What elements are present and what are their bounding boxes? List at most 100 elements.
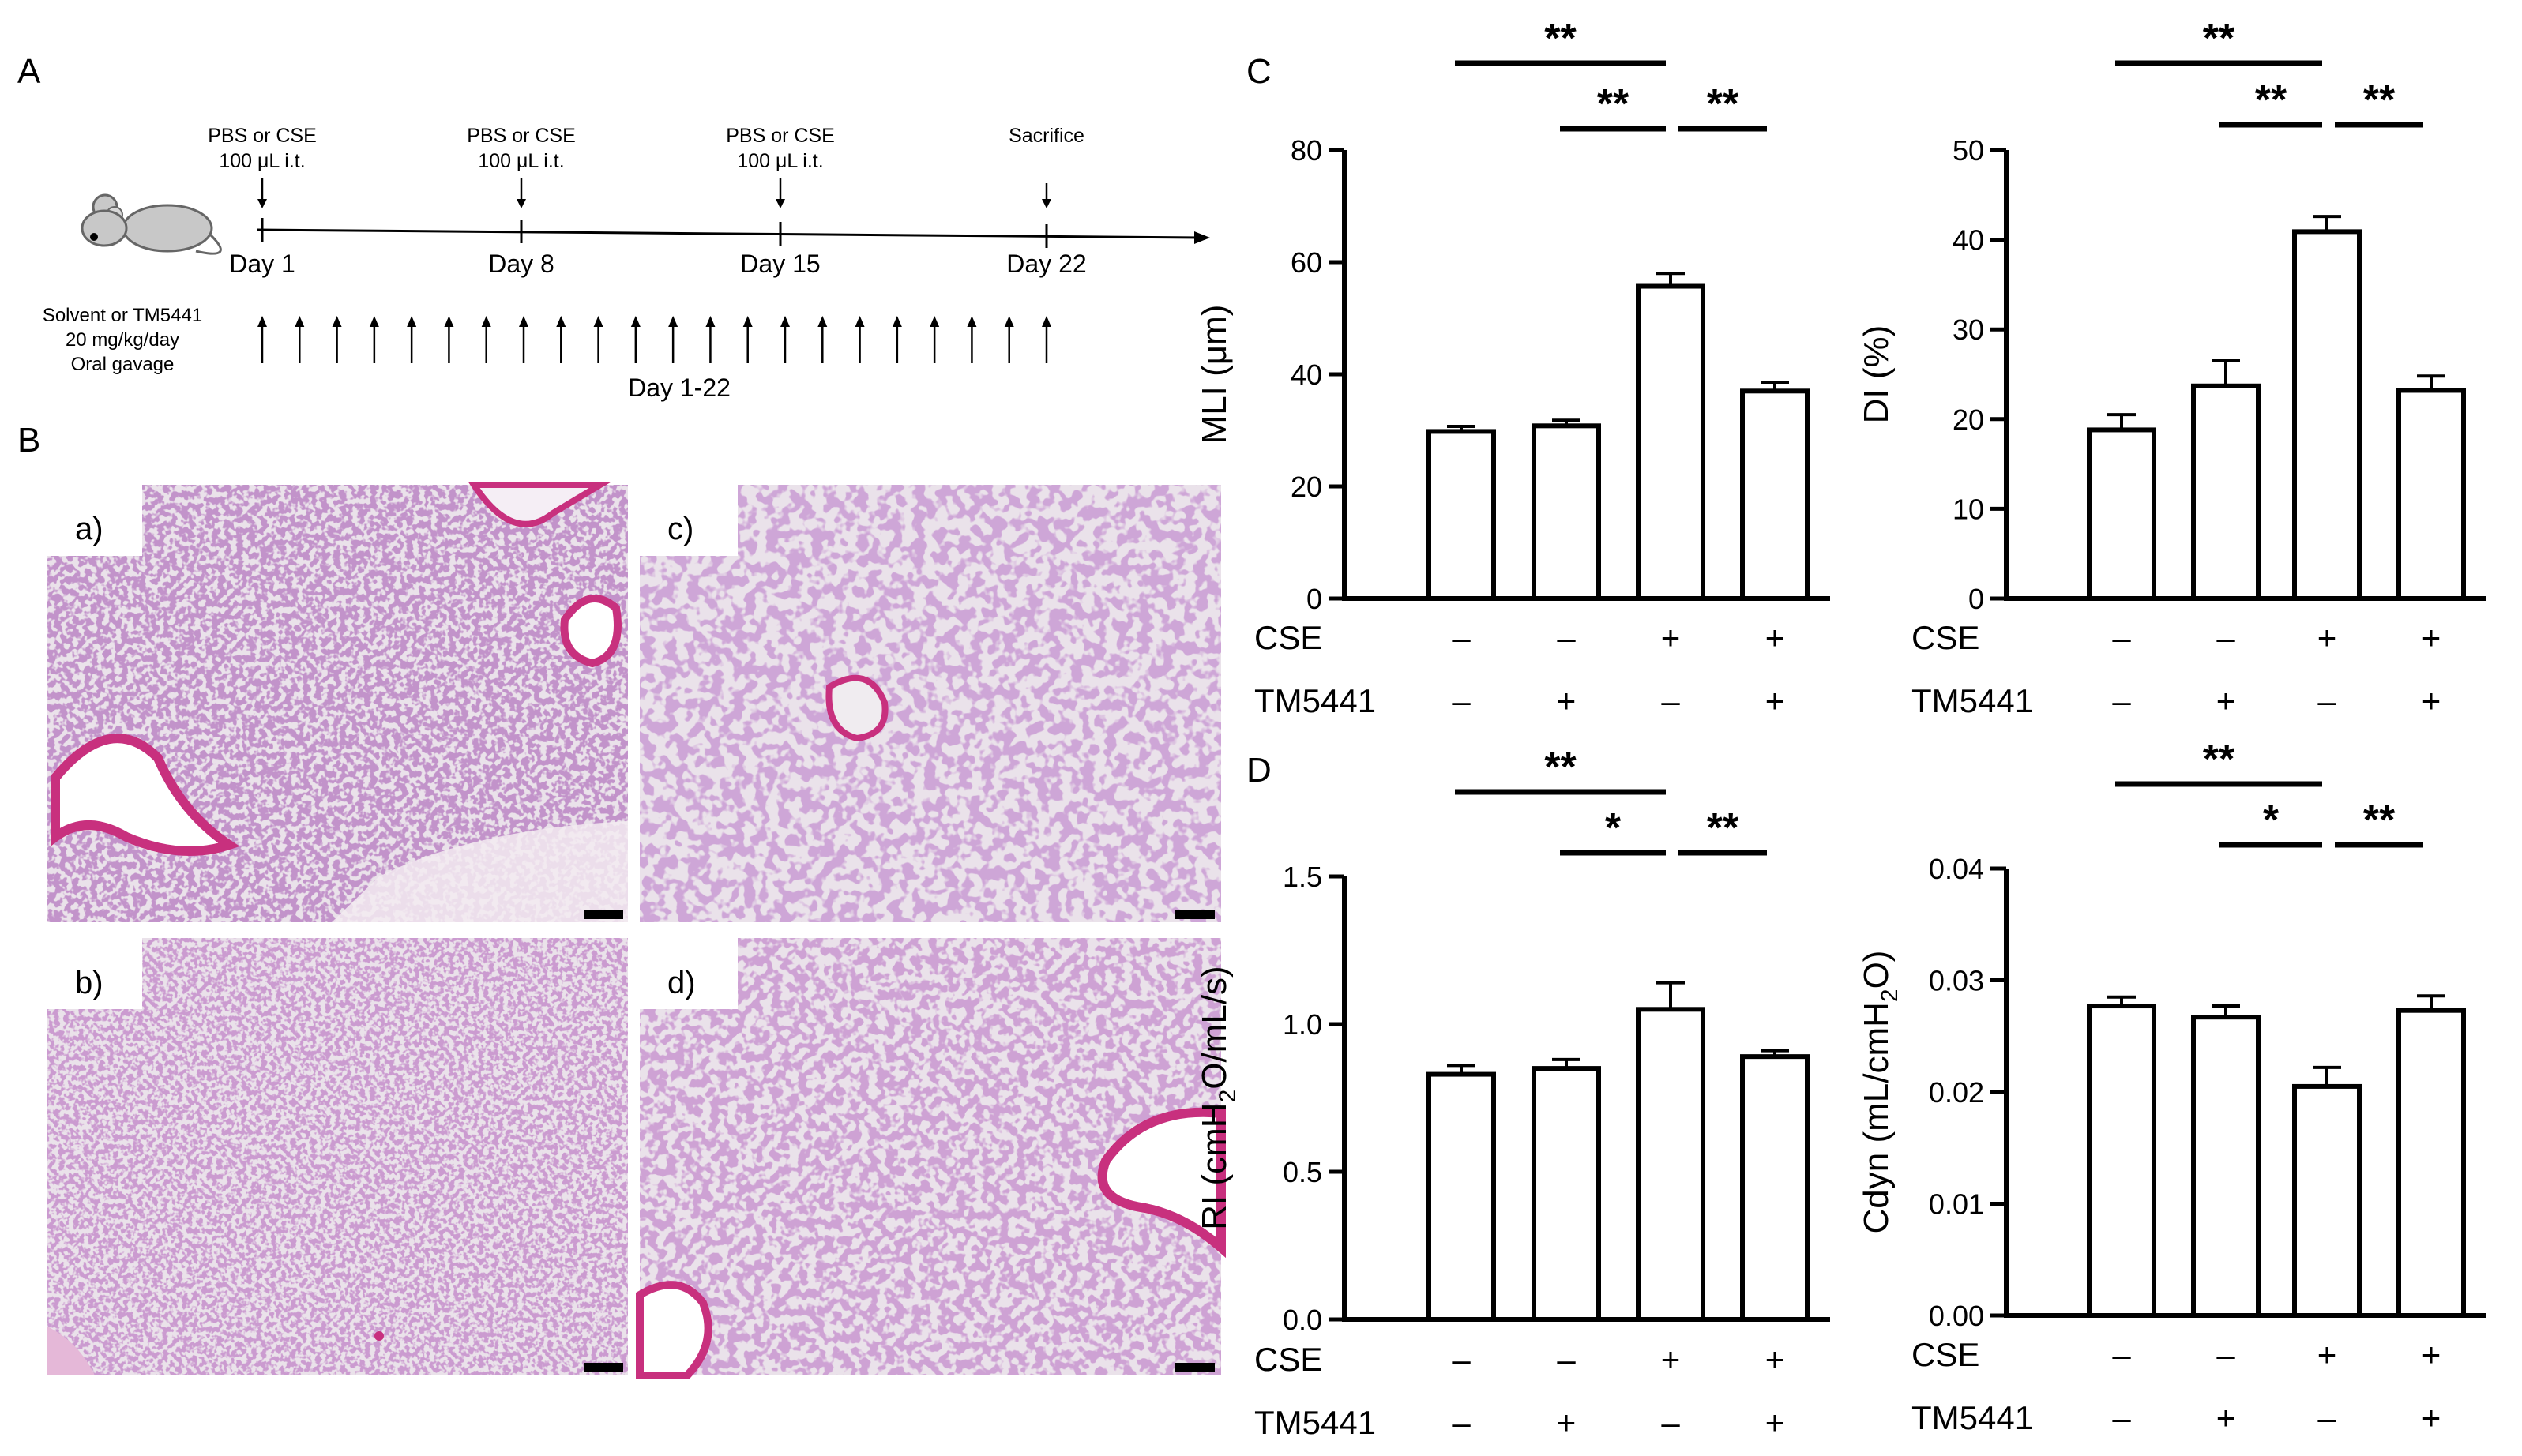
y-tick-label: 1.0 xyxy=(1283,1008,1322,1041)
y-tick-label: 0.02 xyxy=(1929,1076,1984,1109)
condition-symbol: – xyxy=(2317,1399,2336,1436)
y-axis-label: DI (%) xyxy=(1857,325,1896,424)
micrograph-c: c) xyxy=(640,485,1221,922)
condition-symbol: – xyxy=(2216,1336,2235,1373)
scale-bar-c xyxy=(1175,910,1215,919)
micrograph-a: a) xyxy=(47,482,628,922)
bar xyxy=(2396,1008,2466,1318)
label-box-a xyxy=(47,485,142,556)
dose-arrow-head xyxy=(892,316,902,327)
y-tick-label: 0.0 xyxy=(1283,1304,1322,1336)
event-4-day: Day 22 xyxy=(1006,250,1086,278)
dose-arrow-head xyxy=(817,316,828,327)
mli-chart: 0 20 40 60 80 MLI (μm) ** ** ** CSE – – + + TM5441 – + – + xyxy=(1195,16,1830,719)
label-box-b xyxy=(47,938,142,1009)
scale-bar-b xyxy=(584,1363,623,1372)
dose-arrow-head xyxy=(481,316,491,327)
mouse-icon xyxy=(81,193,222,255)
vessel-a xyxy=(468,482,612,527)
y-tick-label: 40 xyxy=(1291,358,1322,391)
significance-stars: * xyxy=(1605,805,1622,851)
y-tick-label: 50 xyxy=(1953,134,1984,167)
bar xyxy=(1426,429,1496,601)
dose-arrow-head xyxy=(705,316,716,327)
micrograph-b: b) xyxy=(47,938,628,1375)
dose-arrow-head xyxy=(1004,316,1014,327)
timeline-event-3: PBS or CSE 100 μL i.t. Day 15 xyxy=(726,125,835,278)
bar xyxy=(2087,427,2156,601)
event-1-dose: 100 μL i.t. xyxy=(219,150,305,172)
bar xyxy=(1426,1071,1496,1322)
dose-arrow-head xyxy=(332,316,342,327)
bar xyxy=(2191,1015,2261,1318)
condition-row-label: TM5441 xyxy=(1911,682,2033,719)
bar xyxy=(2292,229,2362,601)
dose-arrow-head xyxy=(855,316,865,327)
condition-symbol: + xyxy=(2422,1399,2441,1436)
condition-symbol: – xyxy=(2112,1336,2131,1373)
airway-a2 xyxy=(560,595,622,668)
bar xyxy=(1532,1066,1601,1322)
dose-arrow-head xyxy=(257,316,267,327)
y-axis-label: Cdyn (mL/cmH2O) xyxy=(1857,951,1903,1234)
dose-arrow-head xyxy=(519,316,528,327)
condition-symbol: + xyxy=(1765,1404,1785,1441)
timeline-event-4: Sacrifice Day 22 xyxy=(1006,125,1086,278)
condition-symbol: – xyxy=(2112,1399,2131,1436)
treatment-line-3: Oral gavage xyxy=(71,354,175,375)
y-tick-label: 0 xyxy=(1968,583,1984,615)
panel-label-b: B xyxy=(17,421,40,460)
timeline-event-1: PBS or CSE 100 μL i.t. Day 1 xyxy=(208,125,317,278)
dose-arrow-head xyxy=(369,316,379,327)
significance-stars: ** xyxy=(2203,16,2235,62)
condition-symbol: + xyxy=(1661,1341,1681,1378)
event-2-dose: 100 μL i.t. xyxy=(478,150,564,172)
dose-arrow-head xyxy=(780,316,790,327)
dose-arrow-head xyxy=(930,316,940,327)
condition-symbol: + xyxy=(1765,682,1785,719)
ri-chart: 0.00.51.01.5RI (cmH2O/mL/s)*** **CSE – – + +T… xyxy=(1195,745,1830,1441)
dose-arrow-head xyxy=(630,316,641,327)
significance-stars: ** xyxy=(1707,81,1739,127)
dose-arrow-head xyxy=(556,316,566,327)
y-tick-label: 40 xyxy=(1953,224,1984,257)
bar xyxy=(1636,1007,1705,1323)
condition-symbol: – xyxy=(2112,682,2131,719)
y-axis-label: MLI (μm) xyxy=(1195,305,1234,445)
y-tick-label: 30 xyxy=(1953,313,1984,346)
condition-symbol: + xyxy=(1661,619,1681,656)
y-tick-label: 0.03 xyxy=(1929,965,1984,997)
treatment-line-2: 20 mg/kg/day xyxy=(66,329,179,351)
condition-row-label: TM5441 xyxy=(1254,682,1376,719)
dose-arrow-head xyxy=(295,316,305,327)
bar xyxy=(1740,1054,1810,1322)
significance-stars: ** xyxy=(2363,77,2396,123)
bar xyxy=(2396,388,2466,601)
condition-symbol: + xyxy=(2422,619,2441,656)
condition-symbol: + xyxy=(2317,619,2337,656)
bar xyxy=(2292,1083,2362,1319)
y-tick-label: 20 xyxy=(1291,471,1322,503)
significance-stars: ** xyxy=(1544,745,1577,790)
significance-stars: ** xyxy=(1707,805,1739,851)
condition-symbol: + xyxy=(1765,619,1785,656)
dose-arrow-head xyxy=(593,316,603,327)
condition-symbol: + xyxy=(1765,1341,1785,1378)
dose-arrows xyxy=(257,316,1051,363)
event-1-day: Day 1 xyxy=(229,250,295,278)
di-chart: 0 10 20 30 40 50 DI (%) ** ** ** CSE – – + + TM5441 – + – + xyxy=(1857,16,2486,719)
condition-symbol: – xyxy=(1661,1404,1680,1441)
condition-row-label: CSE xyxy=(1911,619,1979,656)
condition-symbol: – xyxy=(1557,1341,1576,1378)
micrograph-label-b: b) xyxy=(75,966,103,1000)
y-tick-label: 0.04 xyxy=(1929,853,1984,885)
y-axis-label: RI (cmH2O/mL/s) xyxy=(1195,966,1241,1229)
y-tick-label: 60 xyxy=(1291,246,1322,279)
vessel-c xyxy=(825,674,889,742)
event-3-day: Day 15 xyxy=(740,250,820,278)
event-1-label: PBS or CSE xyxy=(208,125,317,147)
micrograph-label-c: c) xyxy=(667,512,693,546)
significance-stars: ** xyxy=(2255,77,2287,123)
condition-symbol: – xyxy=(1452,1341,1471,1378)
